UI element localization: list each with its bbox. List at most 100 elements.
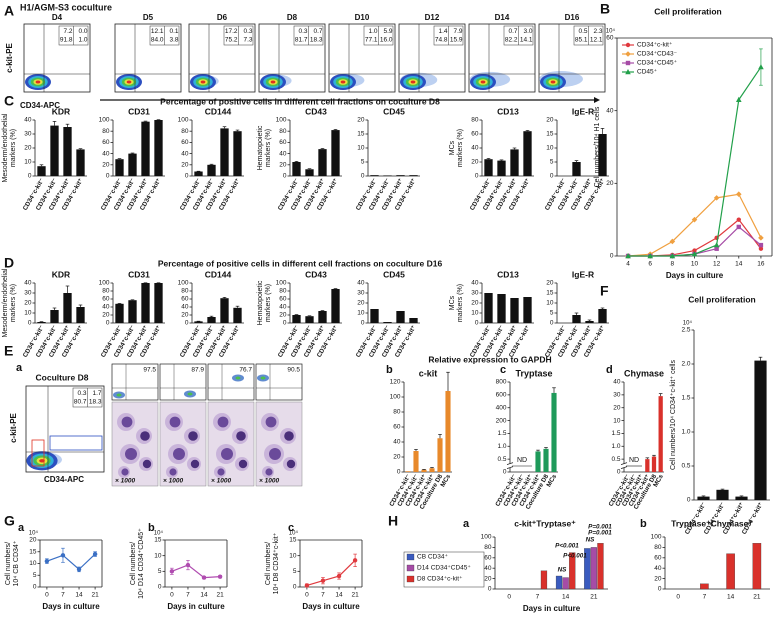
bar: [598, 309, 607, 323]
y-tick-label: 15: [29, 548, 37, 555]
quadrant-value: 74.8: [435, 37, 448, 44]
y-tick-label: 2.5: [681, 327, 690, 334]
data-point: [735, 96, 742, 102]
flow-density: [39, 459, 45, 463]
y-tick-label: 20: [546, 117, 554, 124]
sorted-plot: [207, 363, 255, 401]
y-tick-label: 10: [471, 310, 479, 317]
bar: [207, 317, 216, 323]
x-axis-label: Days in culture: [42, 602, 100, 611]
quadrant-value: 5.9: [383, 28, 392, 35]
data-point: [736, 224, 741, 230]
y-axis-label: markers (%): [457, 284, 464, 322]
bar: [572, 315, 581, 323]
chart-title: CD13: [497, 269, 519, 279]
chart-title: KDR: [52, 269, 70, 279]
nucleus: [121, 416, 133, 428]
y-tick-label: 100: [651, 534, 662, 541]
x-axis-label: Days in culture: [666, 271, 724, 280]
x-tick-label: 16: [757, 261, 765, 268]
y-tick-label: 0: [617, 469, 621, 476]
bar: [63, 127, 72, 176]
y-tick-label: 40: [471, 280, 479, 287]
y-tick-label: 100: [99, 117, 110, 124]
bar: [584, 548, 591, 590]
y-tick-label: 40: [279, 304, 287, 311]
bar: [292, 315, 301, 323]
bar: [331, 289, 340, 323]
nucleus: [169, 468, 177, 476]
x-tick-label: 0: [45, 592, 49, 599]
bar: [510, 149, 519, 176]
y-tick-label: 40: [181, 304, 189, 311]
series-line: [171, 564, 221, 579]
y-tick-label: 10: [29, 560, 37, 567]
axis-break: [620, 462, 628, 465]
bar: [115, 159, 124, 176]
axis-break-gap: [621, 463, 627, 468]
x-tick-label: 0: [676, 594, 680, 601]
quadrant-value: 12.1: [590, 37, 603, 44]
day-label: D12: [425, 13, 440, 22]
bar: [598, 134, 607, 176]
y-tick-label: 60: [102, 139, 110, 146]
y-axis-label: markers (%): [265, 284, 272, 322]
quadrant-value: 16.0: [380, 37, 393, 44]
y-tick-label: 800: [496, 379, 507, 386]
y-axis-label: MCs: [449, 295, 456, 310]
axis-break: [506, 466, 514, 469]
quadrant-value: 18.3: [310, 37, 323, 44]
nucleus: [217, 416, 229, 428]
bar: [220, 128, 229, 176]
annotation: NS: [558, 567, 568, 574]
x-tick-label: 7: [536, 594, 540, 601]
x-tick-label: 14: [200, 592, 208, 599]
y-tick-label: 0: [503, 469, 507, 476]
legend-label: D14 CD34⁺CD45⁺: [417, 565, 471, 572]
y-tick-label: 100: [276, 117, 287, 124]
bar: [63, 293, 72, 323]
quadrant-value: 77.1: [365, 37, 378, 44]
time-arrow-head: [594, 97, 600, 103]
nucleus: [269, 448, 281, 460]
purity-value: 87.9: [191, 367, 204, 374]
x-tick-label: 4: [626, 261, 630, 268]
bar: [535, 451, 541, 472]
panel-letter: E: [4, 343, 13, 359]
flow-density: [340, 80, 346, 84]
y-axis-label: MCs: [449, 140, 456, 155]
bar: [37, 322, 46, 323]
bar: [220, 298, 229, 323]
y-tick-label: 1.5: [681, 395, 690, 402]
day-label: D10: [355, 13, 370, 22]
y-tick-label: 15: [357, 131, 365, 138]
quadrant-value: 1.7: [92, 390, 101, 397]
y-tick-label: 80: [102, 128, 110, 135]
y-tick-label: 30: [471, 290, 479, 297]
flow-density: [270, 80, 276, 84]
y-tick-label: 0: [361, 173, 365, 180]
y-tick-label: 20: [546, 280, 554, 287]
legend-swatch: [406, 575, 415, 583]
sub-letter: c: [288, 522, 294, 534]
bar: [76, 307, 85, 323]
sub-letter: c: [500, 364, 506, 376]
chart-title: Chymase: [624, 368, 664, 378]
y-axis-label: Cell numbers/: [5, 542, 12, 585]
annotation: P<0.001: [563, 553, 587, 560]
nucleus: [190, 459, 200, 469]
bar: [484, 293, 493, 323]
y-tick-label: 120: [390, 379, 401, 386]
y-tick-label: 0: [550, 173, 554, 180]
bar: [141, 121, 150, 176]
chart-title: c-kit⁺Tryptase⁺: [514, 518, 576, 528]
y-tick-label: 60: [471, 131, 479, 138]
bar: [700, 583, 709, 590]
legend-label: CD34⁺c-kit⁺: [637, 42, 673, 49]
legend-box: [403, 551, 485, 588]
bar: [331, 130, 340, 176]
bar: [292, 162, 301, 176]
chart-title: CD31: [128, 269, 150, 279]
data-point: [92, 551, 98, 557]
quadrant-value: 0.7: [313, 28, 322, 35]
